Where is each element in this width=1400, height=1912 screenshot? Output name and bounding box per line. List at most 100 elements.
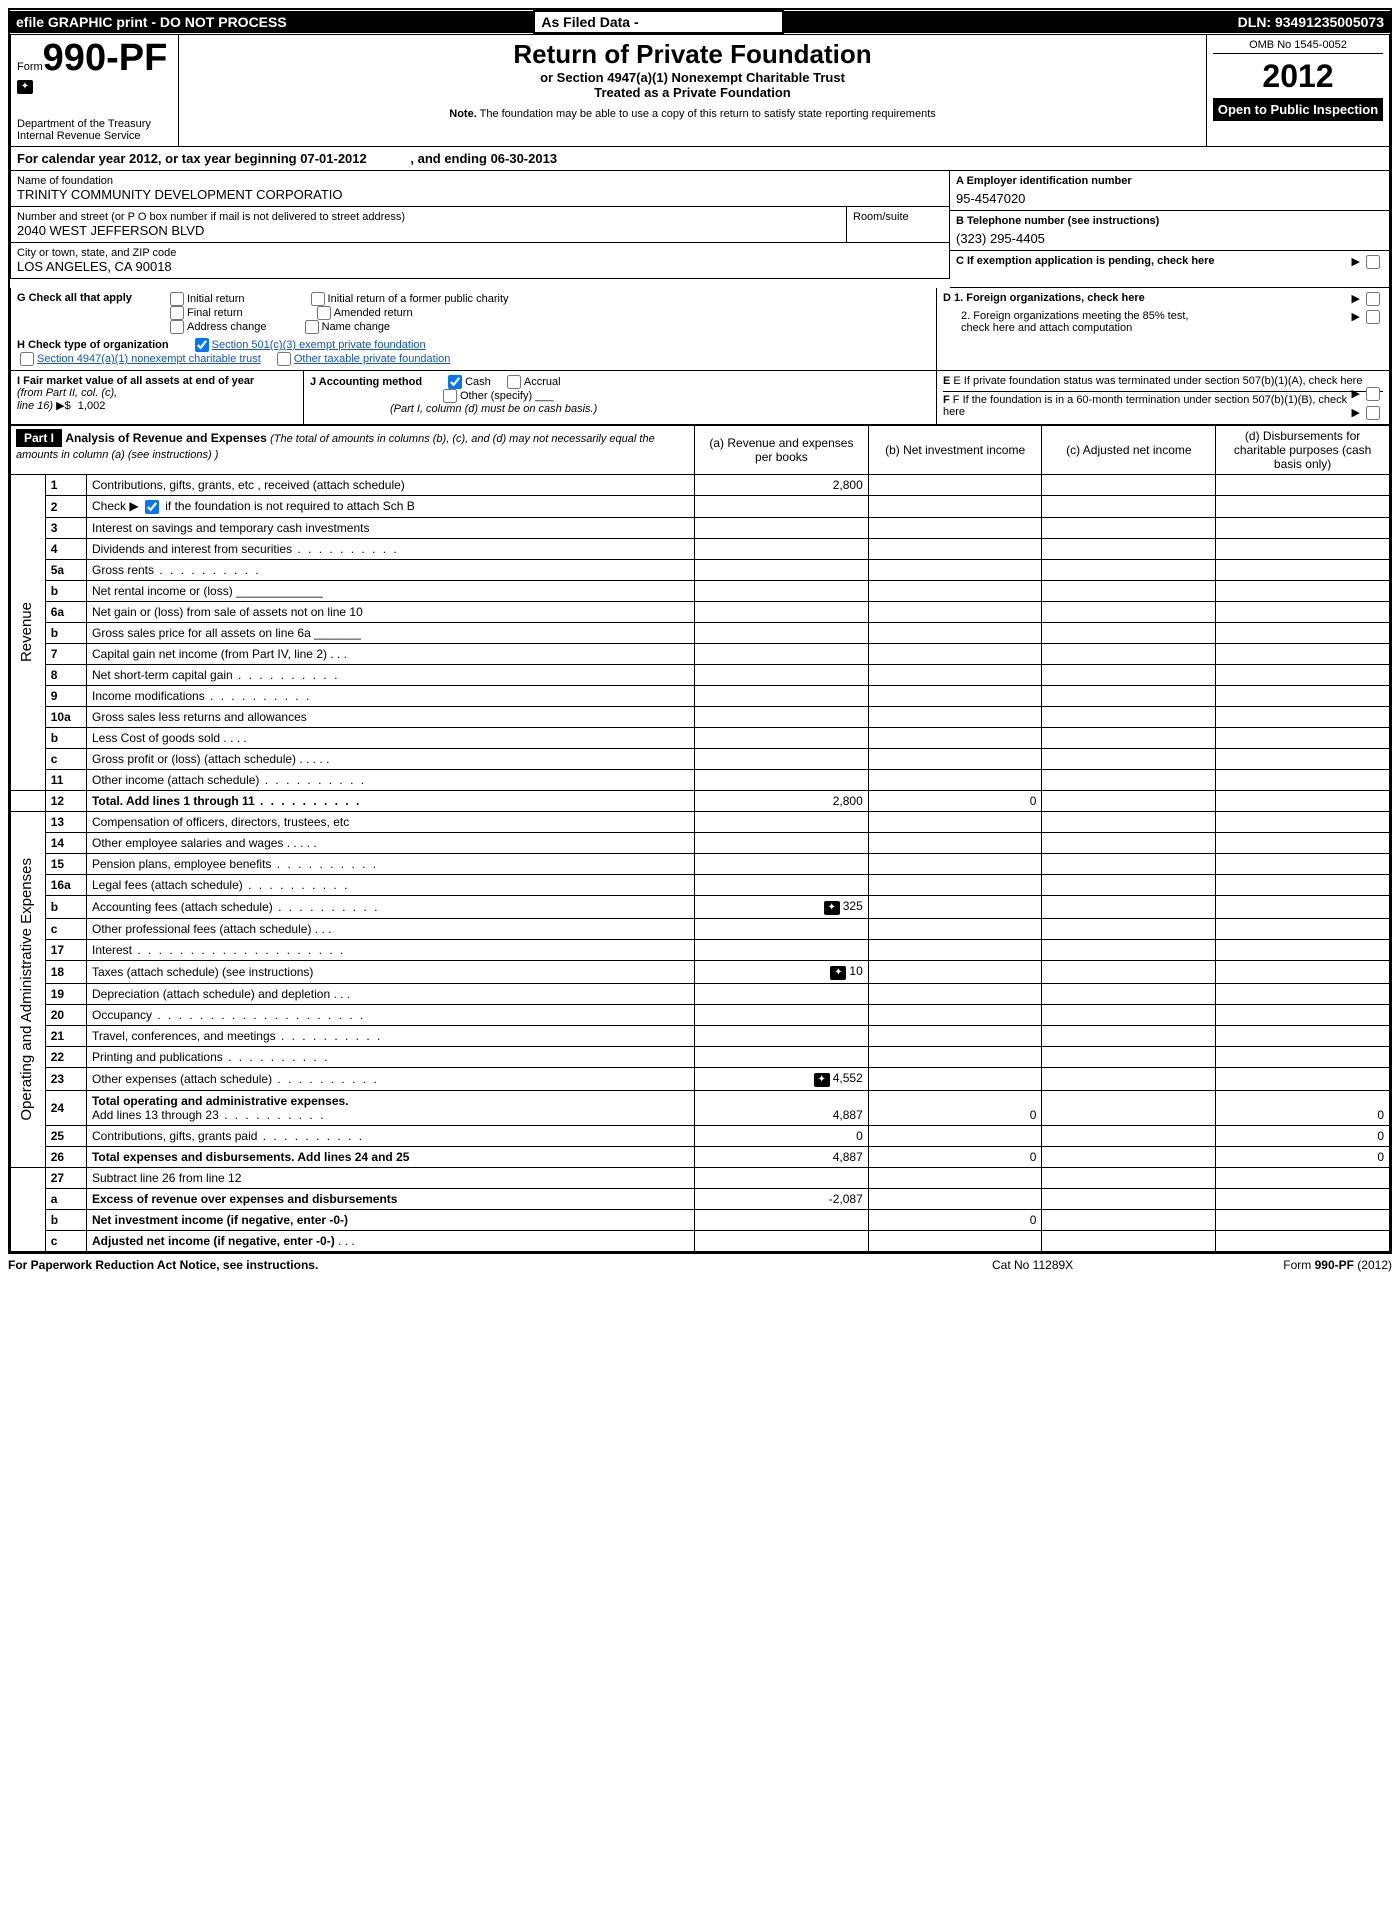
line-25: Contributions, gifts, grants paid (86, 1125, 694, 1146)
d2-label-a: 2. Foreign organizations meeting the 85%… (961, 310, 1188, 322)
line-16b-a: ✦325 (695, 895, 869, 918)
d1-checkbox[interactable] (1366, 292, 1380, 306)
top-bar: efile GRAPHIC print - DO NOT PROCESS As … (10, 10, 1390, 34)
d2-checkbox[interactable] (1366, 310, 1380, 324)
line-25-a: 0 (695, 1125, 869, 1146)
tax-period: For calendar year 2012, or tax year begi… (10, 147, 1390, 171)
part1-label: Part I (16, 429, 62, 447)
revenue-section-label: Revenue (11, 475, 46, 791)
line-6b: Gross sales price for all assets on line… (86, 622, 694, 643)
line-23-a: ✦4,552 (695, 1067, 869, 1090)
line-1: Contributions, gifts, grants, etc , rece… (86, 475, 694, 496)
e-checkbox[interactable] (1366, 387, 1380, 401)
line-3: Interest on savings and temporary cash i… (86, 517, 694, 538)
line-21: Travel, conferences, and meetings (86, 1025, 694, 1046)
foundation-name: TRINITY COMMUNITY DEVELOPMENT CORPORATIO (17, 187, 943, 202)
line-7: Capital gain net income (from Part IV, l… (86, 643, 694, 664)
line-24-d: 0 (1216, 1090, 1390, 1125)
g-initial-checkbox[interactable] (170, 292, 184, 306)
form-title: Return of Private Foundation (185, 39, 1200, 70)
line-27c: Adjusted net income (if negative, enter … (86, 1230, 694, 1251)
line-25-d: 0 (1216, 1125, 1390, 1146)
c-checkbox[interactable] (1366, 255, 1380, 269)
line-23: Other expenses (attach schedule) (86, 1067, 694, 1090)
ein-value: 95-4547020 (956, 191, 1383, 206)
line-26-d: 0 (1216, 1146, 1390, 1167)
dept-label: Department of the Treasury (17, 118, 172, 130)
col-c-header: (c) Adjusted net income (1042, 426, 1216, 475)
line-15: Pension plans, employee benefits (86, 853, 694, 874)
part1-title: Analysis of Revenue and Expenses (65, 431, 266, 445)
omb-label: OMB No 1545-0052 (1213, 39, 1383, 54)
line-6a: Net gain or (loss) from sale of assets n… (86, 601, 694, 622)
irs-label: Internal Revenue Service (17, 130, 172, 142)
line-10a: Gross sales less returns and allowances (86, 706, 694, 727)
col-d-header: (d) Disbursements for charitable purpose… (1216, 426, 1390, 475)
line-14: Other employee salaries and wages . . . … (86, 832, 694, 853)
h-other-checkbox[interactable] (277, 352, 291, 366)
footer-left: For Paperwork Reduction Act Notice, see … (8, 1258, 992, 1272)
line-27: Subtract line 26 from line 12 (86, 1167, 694, 1188)
form-prefix: Form (17, 61, 43, 73)
i-value: 1,002 (78, 400, 106, 412)
line-16a: Legal fees (attach schedule) (86, 874, 694, 895)
line-2-checkbox[interactable] (145, 500, 159, 514)
line-2: Check ▶ if the foundation is not require… (86, 496, 694, 518)
city-label: City or town, state, and ZIP code (17, 247, 943, 259)
g-address-checkbox[interactable] (170, 320, 184, 334)
asfiled-label: As Filed Data - (534, 11, 782, 33)
line-18: Taxes (attach schedule) (see instruction… (86, 960, 694, 983)
h-4947-checkbox[interactable] (20, 352, 34, 366)
i-label: I Fair market value of all assets at end… (17, 375, 254, 387)
line-27a-a: -2,087 (695, 1188, 869, 1209)
line-27b-b: 0 (868, 1209, 1042, 1230)
line-27a: Excess of revenue over expenses and disb… (86, 1188, 694, 1209)
g-name-checkbox[interactable] (305, 320, 319, 334)
attachment-icon[interactable]: ✦ (814, 1073, 830, 1087)
line-10c: Gross profit or (loss) (attach schedule)… (86, 748, 694, 769)
phone-value: (323) 295-4405 (956, 231, 1383, 246)
efile-icon: ✦ (17, 80, 33, 94)
foundation-address: 2040 WEST JEFFERSON BLVD (17, 223, 840, 238)
g-final-checkbox[interactable] (170, 306, 184, 320)
g-former-checkbox[interactable] (311, 292, 325, 306)
line-4: Dividends and interest from securities (86, 538, 694, 559)
g-amended-checkbox[interactable] (317, 306, 331, 320)
j-cash-checkbox[interactable] (448, 375, 462, 389)
part1-grid: Part I Analysis of Revenue and Expenses … (10, 425, 1390, 1252)
j-accrual-checkbox[interactable] (507, 375, 521, 389)
attachment-icon[interactable]: ✦ (824, 901, 840, 915)
tax-year: 2012 (1213, 60, 1383, 92)
h-501c3-checkbox[interactable] (195, 338, 209, 352)
ein-label: A Employer identification number (956, 175, 1383, 187)
f-label: F If the foundation is in a 60-month ter… (943, 394, 1347, 418)
form-subtitle-1: or Section 4947(a)(1) Nonexempt Charitab… (185, 70, 1200, 85)
open-inspection: Open to Public Inspection (1213, 98, 1383, 121)
dln-value: 93491235005073 (1275, 14, 1384, 30)
line-24-a: 4,887 (695, 1090, 869, 1125)
line-16b: Accounting fees (attach schedule) (86, 895, 694, 918)
line-17: Interest (86, 939, 694, 960)
line-12: Total. Add lines 1 through 11 (86, 790, 694, 811)
f-checkbox[interactable] (1366, 406, 1380, 420)
line-19: Depreciation (attach schedule) and deple… (86, 983, 694, 1004)
line-5b: Net rental income or (loss) ____________… (86, 580, 694, 601)
line-12-a: 2,800 (695, 790, 869, 811)
form-subtitle-2: Treated as a Private Foundation (185, 85, 1200, 100)
name-label: Name of foundation (17, 175, 943, 187)
h-label: H Check type of organization (17, 339, 169, 351)
line-20: Occupancy (86, 1004, 694, 1025)
line-1-a: 2,800 (695, 475, 869, 496)
opex-section-label: Operating and Administrative Expenses (11, 811, 46, 1167)
d1-label: D 1. Foreign organizations, check here (943, 292, 1145, 304)
line-11: Other income (attach schedule) (86, 769, 694, 790)
line-24: Total operating and administrative expen… (86, 1090, 694, 1125)
j-other-checkbox[interactable] (443, 389, 457, 403)
phone-label: B Telephone number (see instructions) (956, 215, 1383, 227)
col-a-header: (a) Revenue and expenses per books (695, 426, 869, 475)
form-note: The foundation may be able to use a copy… (480, 108, 936, 120)
j-label: J Accounting method (310, 376, 422, 388)
room-label: Room/suite (853, 211, 943, 223)
line-9: Income modifications (86, 685, 694, 706)
attachment-icon[interactable]: ✦ (830, 966, 846, 980)
